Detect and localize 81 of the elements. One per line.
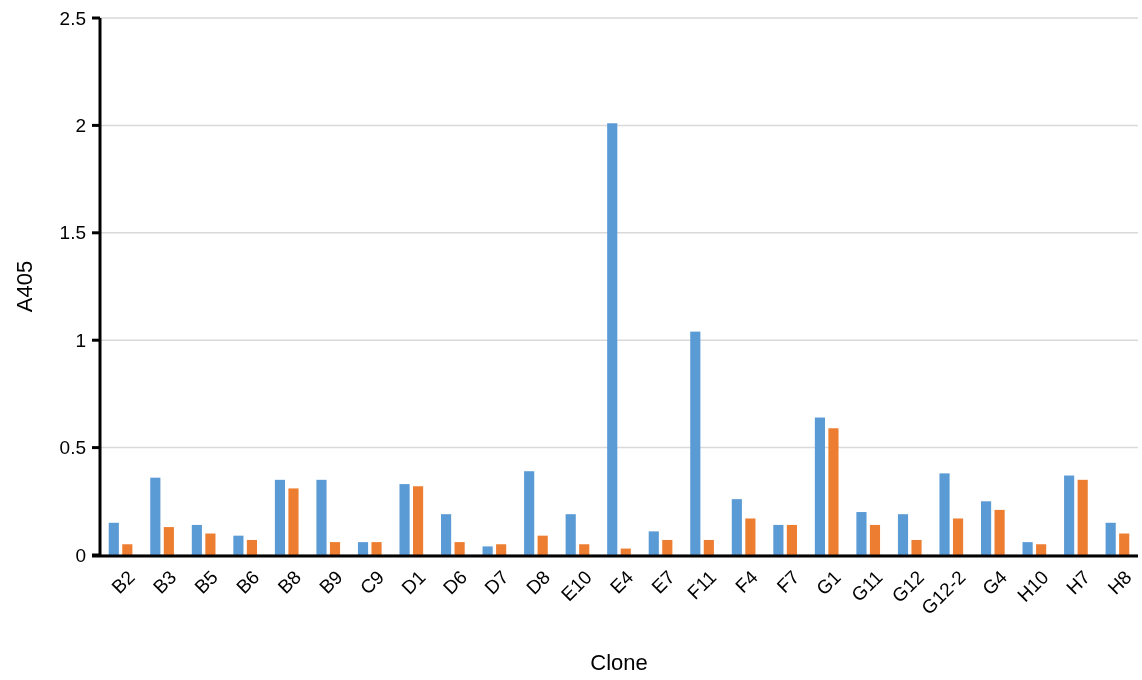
bar (163, 527, 174, 555)
bar (911, 539, 922, 555)
bar (1077, 479, 1088, 555)
bar (994, 509, 1005, 555)
y-tick-label: 1.5 (59, 222, 86, 244)
bar (371, 542, 382, 555)
bar (482, 546, 493, 555)
x-tick-label: B8 (273, 566, 305, 598)
bar (648, 531, 659, 555)
x-tick-label: C9 (355, 566, 389, 599)
bar (274, 479, 286, 555)
bar (952, 518, 964, 555)
x-tick-label: H7 (1062, 566, 1095, 599)
x-tick-label: G11 (847, 566, 887, 606)
bar (773, 524, 784, 555)
bar (205, 533, 216, 555)
bar (288, 488, 299, 555)
x-tick-label: E10 (556, 566, 596, 606)
bar (233, 535, 244, 555)
bar (703, 539, 714, 555)
bar (856, 512, 867, 555)
bar (980, 501, 992, 555)
bar (786, 524, 797, 555)
bar (399, 484, 410, 555)
bar (329, 542, 341, 555)
bar (690, 331, 701, 555)
bar (1105, 522, 1116, 555)
bar (662, 539, 673, 555)
bar (496, 544, 507, 555)
bar (1022, 542, 1033, 555)
bar (441, 514, 452, 555)
bar (191, 524, 202, 555)
bar (565, 514, 576, 555)
x-tick-label: H8 (1103, 566, 1136, 599)
bar (607, 123, 618, 555)
y-axis-title: A405 (12, 260, 37, 313)
x-tick-label: B9 (315, 566, 347, 598)
x-tick-label: E4 (605, 566, 638, 598)
x-tick-label: G4 (978, 566, 1012, 600)
y-tick-label: 2.5 (59, 7, 86, 29)
x-tick-label: D1 (397, 566, 430, 599)
x-tick-label: B5 (190, 566, 222, 598)
x-tick-label: E7 (647, 566, 679, 598)
y-tick-label: 1 (75, 329, 86, 351)
bar (828, 428, 839, 555)
bar (150, 477, 161, 555)
x-tick-label: G1 (812, 566, 845, 600)
x-tick-label: B6 (232, 566, 264, 598)
bar (316, 479, 327, 555)
bar (814, 417, 825, 555)
y-tick-label: 2 (75, 115, 86, 137)
y-tick-label: 0.5 (59, 437, 86, 459)
bar (620, 548, 631, 555)
bar (939, 473, 950, 555)
bar (122, 544, 133, 555)
bar (1064, 475, 1075, 555)
bar (246, 539, 258, 555)
bar (731, 499, 742, 555)
y-tick-label: 0 (75, 544, 86, 566)
bar (537, 535, 548, 555)
bar (579, 544, 590, 555)
bar (869, 524, 881, 555)
x-tick-label: B3 (149, 566, 181, 598)
x-tick-label: H10 (1013, 566, 1053, 606)
bar (745, 518, 756, 555)
bar (108, 522, 119, 555)
bar (897, 514, 909, 555)
x-tick-label: F4 (731, 566, 763, 597)
x-tick-label: D7 (480, 566, 513, 599)
x-tick-label: B2 (107, 566, 139, 598)
x-tick-label: F7 (772, 566, 804, 597)
x-tick-label: D6 (439, 566, 472, 599)
bar (1119, 533, 1130, 555)
x-axis-title: Clone (590, 650, 648, 675)
bar (357, 542, 369, 555)
x-tick-label: D8 (522, 566, 555, 599)
bar (413, 486, 424, 555)
bar (524, 471, 535, 555)
x-tick-label: F11 (683, 566, 721, 604)
bar (1036, 544, 1047, 555)
bar (454, 542, 465, 555)
